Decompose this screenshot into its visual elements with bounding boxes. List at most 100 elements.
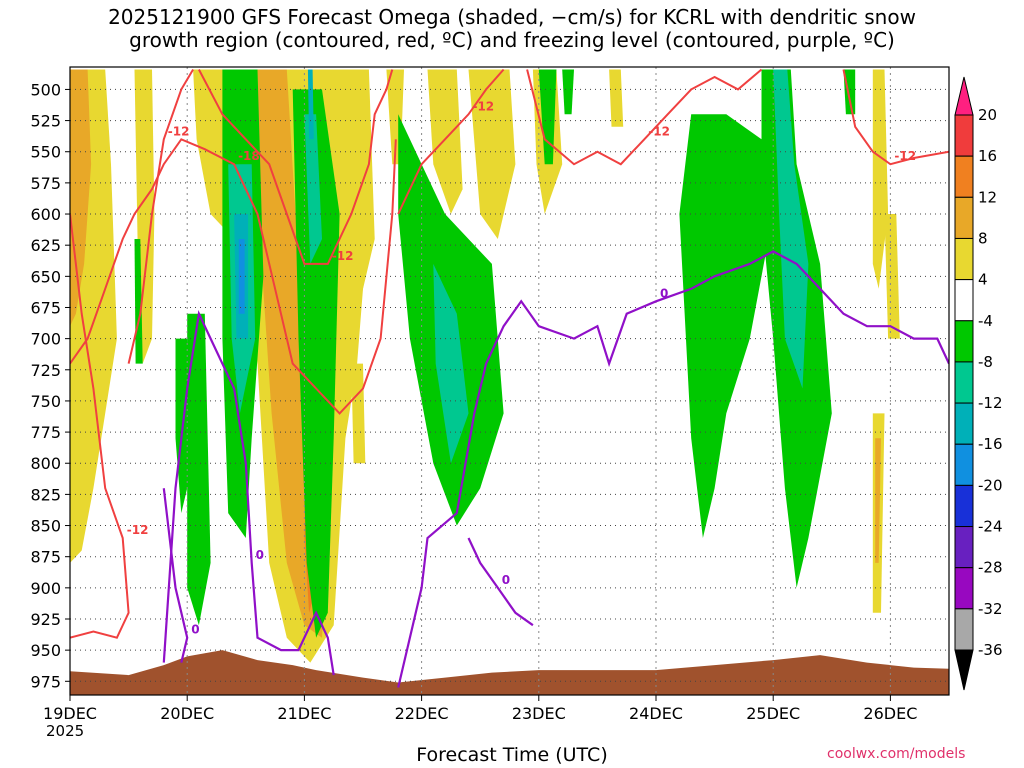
y-tick-label: 725 [30, 361, 61, 380]
omega-region-15 [872, 69, 889, 289]
ground-layer [70, 650, 949, 695]
y-tick-label: 975 [30, 672, 61, 691]
x-tick-label: 23DEC [512, 704, 566, 723]
x-tick-label: 20DEC [160, 704, 214, 723]
dgz-contour-label: -18 [238, 149, 260, 163]
freezing-contour-2 [397, 250, 949, 688]
y-axis: 500 525 550 575 600 625 650 675 700 725 750 775 800 8… [30, 80, 70, 691]
y-tick-label: 800 [30, 454, 61, 473]
omega-region-14 [609, 69, 624, 127]
colorbar-swatch [954, 279, 974, 322]
x-axis: 19DEC 20DEC 21DEC 22DEC 23DEC 24DEC 25DEC 26DEC [43, 695, 917, 723]
omega-region-16 [884, 214, 900, 339]
colorbar-label: 12 [978, 188, 997, 206]
freezing-contour-label: 0 [256, 548, 264, 562]
freezing-contour-3 [467, 537, 534, 627]
colorbar-label: -28 [978, 559, 1003, 577]
chart-title-line2: growth region (contoured, red, ºC) and f… [129, 28, 895, 52]
colorbar-swatch [954, 114, 974, 157]
y-tick-label: 675 [30, 298, 61, 317]
dgz-contour-label: -12 [894, 149, 916, 163]
colorbar-label: 20 [978, 106, 997, 124]
y-tick-label: 525 [30, 112, 61, 131]
freezing-contour-0 [162, 309, 335, 676]
omega-region-28 [307, 69, 314, 140]
colorbar-swatch [954, 320, 974, 363]
dgz-contour-layer: -12 -12 -18 -12 -12 -12 -12 [70, 68, 949, 639]
x-tick-label: 22DEC [395, 704, 449, 723]
dgz-contour-label: -12 [648, 124, 670, 138]
x-tick-label: 19DEC [43, 704, 97, 723]
colorbar-bottom-arrow [954, 649, 974, 691]
dgz-contour-label: -12 [127, 523, 149, 537]
ground-terrain [70, 650, 949, 695]
dgz-contour-6 [842, 69, 949, 166]
x-tick-label: 25DEC [746, 704, 800, 723]
omega-region-12 [468, 69, 516, 239]
colorbar-label: -12 [978, 394, 1003, 412]
colorbar-label: -20 [978, 476, 1003, 494]
colorbar-swatch [954, 526, 974, 569]
y-tick-label: 925 [30, 610, 61, 629]
freezing-contour-label: 0 [191, 623, 199, 637]
y-tick-label: 575 [30, 174, 61, 193]
chart-title: 2025121900 GFS Forecast Omega (shaded, −… [0, 6, 1024, 52]
year-label: 2025 [46, 722, 85, 740]
omega-region-31 [538, 69, 557, 165]
omega-region-33 [679, 114, 774, 539]
y-tick-label: 500 [30, 80, 61, 99]
omega-region-9 [351, 363, 366, 464]
credit-link[interactable]: coolwx.com/models [827, 746, 966, 762]
dgz-contour-3 [198, 69, 394, 265]
freezing-contour-label: 0 [660, 286, 668, 300]
y-tick-label: 750 [30, 392, 61, 411]
colorbar-swatch [954, 484, 974, 528]
y-tick-label: 775 [30, 423, 61, 442]
freezing-contour-1 [162, 488, 189, 663]
y-tick-label: 825 [30, 485, 61, 504]
dgz-contour-4 [397, 68, 505, 215]
omega-region-25 [238, 239, 245, 314]
freezing-level-contour-layer: 0 0 0 0 [162, 250, 949, 688]
colorbar-swatch [954, 361, 974, 404]
colorbar-swatch [954, 237, 974, 281]
y-tick-label: 700 [30, 330, 61, 349]
plot-frame [69, 66, 950, 696]
y-tick-label: 875 [30, 548, 61, 567]
y-tick-label: 600 [30, 205, 61, 224]
colorbar-swatch [954, 155, 974, 198]
colorbar: 20 16 12 8 4 -4 -8 -12 -16 -20 -24 -28 -32 -36 [954, 76, 1003, 691]
dgz-contour-label: -12 [168, 124, 190, 138]
omega-region-18 [875, 438, 881, 563]
y-tick-label: 625 [30, 236, 61, 255]
y-tick-label: 650 [30, 267, 61, 286]
omega-region-27 [304, 114, 322, 264]
dgz-contour-0 [70, 213, 130, 639]
colorbar-label: 8 [978, 229, 988, 247]
freezing-contour-label: 0 [502, 573, 510, 587]
colorbar-label: -8 [978, 353, 993, 371]
colorbar-top-arrow [954, 76, 974, 116]
dgz-contour-label: -12 [472, 99, 494, 113]
x-tick-label: 26DEC [863, 704, 917, 723]
colorbar-label: 16 [978, 147, 997, 165]
omega-region-8 [327, 69, 375, 339]
colorbar-swatch [954, 402, 974, 445]
omega-region-30 [433, 263, 469, 464]
x-axis-title: Forecast Time (UTC) [416, 744, 608, 766]
y-tick-label: 550 [30, 143, 61, 162]
colorbar-swatch [954, 608, 974, 651]
omega-region-21 [187, 313, 211, 626]
colorbar-swatch [954, 567, 974, 610]
colorbar-swatch [954, 443, 974, 486]
y-tick-label: 900 [30, 579, 61, 598]
dgz-contour-label: -12 [332, 249, 354, 263]
colorbar-label: 4 [978, 271, 988, 289]
dgz-contour-5 [526, 68, 763, 166]
colorbar-label: -32 [978, 600, 1003, 618]
y-tick-label: 950 [30, 641, 61, 660]
x-tick-label: 21DEC [277, 704, 331, 723]
dgz-contour-2 [70, 138, 397, 415]
x-tick-label: 24DEC [629, 704, 683, 723]
